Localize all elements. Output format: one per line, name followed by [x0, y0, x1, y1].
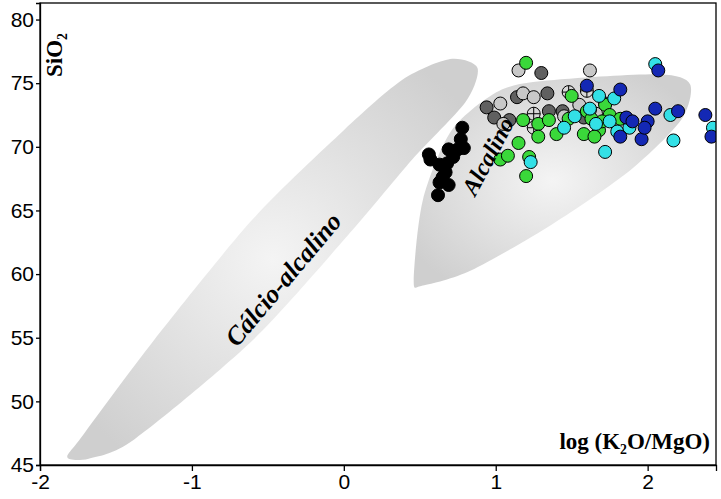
- y-axis: 45 50 55 60 65 70 75 80: [11, 4, 41, 477]
- tick-label: 55: [11, 326, 34, 349]
- tick-label: 70: [11, 135, 34, 158]
- tick-label: 80: [11, 8, 34, 31]
- point: [589, 117, 602, 130]
- tick: 65: [11, 199, 40, 222]
- plot: Cálcio-alcalinoAlcalino-2-10124550556065…: [11, 3, 720, 493]
- point: [593, 89, 606, 102]
- tick-label: 1: [490, 470, 502, 493]
- point: [442, 179, 455, 192]
- point: [520, 170, 533, 183]
- point: [520, 56, 533, 69]
- tick-label: 50: [11, 390, 34, 413]
- tick-label: 60: [11, 262, 34, 285]
- field-region: [414, 74, 691, 288]
- point: [588, 130, 601, 143]
- point: [456, 121, 469, 134]
- tick: -1: [183, 465, 202, 493]
- chart: Cálcio-alcalinoAlcalino-2-10124550556065…: [0, 0, 721, 499]
- tick: 50: [11, 390, 40, 413]
- point: [532, 130, 545, 143]
- tick: 1: [490, 465, 502, 493]
- y-axis-title: SiO₂: [42, 33, 67, 77]
- point: [565, 89, 578, 102]
- point: [626, 115, 639, 128]
- tick-label: 2: [642, 470, 654, 493]
- point: [447, 151, 460, 164]
- point: [614, 83, 627, 96]
- x-axis: -2-1012: [31, 465, 716, 493]
- point: [541, 87, 554, 100]
- axis-line: [41, 466, 717, 472]
- tick: 55: [11, 326, 40, 349]
- tick-label: 45: [11, 453, 34, 476]
- tick: 70: [11, 135, 40, 158]
- tick: 0: [338, 465, 350, 493]
- point: [542, 114, 555, 127]
- plot-area: [67, 56, 716, 460]
- point: [535, 67, 548, 80]
- field-label: Cálcio-alcalino: [219, 207, 347, 352]
- point: [652, 64, 665, 77]
- x-axis-title: log (K₂O/MgO): [559, 429, 710, 454]
- field-label: Alcalino: [456, 113, 519, 201]
- point: [568, 110, 581, 123]
- tick-label: 65: [11, 199, 34, 222]
- point: [494, 97, 507, 110]
- tick: 45: [11, 453, 40, 476]
- point: [512, 137, 525, 150]
- tick-label: -1: [183, 470, 202, 493]
- tick-label: 75: [11, 71, 34, 94]
- series: [580, 64, 716, 146]
- series: [524, 58, 716, 169]
- point: [705, 130, 716, 143]
- tick: 75: [11, 71, 40, 94]
- point: [635, 133, 648, 146]
- point: [583, 102, 596, 115]
- point: [517, 114, 530, 127]
- point: [524, 156, 537, 169]
- point: [667, 134, 680, 147]
- point: [580, 79, 593, 92]
- tick: 60: [11, 262, 40, 285]
- point: [699, 109, 712, 122]
- point: [457, 142, 470, 155]
- series: [527, 84, 611, 134]
- tick: 80: [11, 8, 40, 31]
- point: [638, 121, 651, 134]
- point: [672, 105, 685, 118]
- plot-frame: [40, 3, 716, 465]
- point: [558, 121, 571, 134]
- series: [494, 56, 627, 182]
- point: [583, 64, 596, 77]
- tick: 2: [642, 465, 654, 493]
- point: [432, 189, 445, 202]
- point: [599, 145, 612, 158]
- point: [614, 130, 627, 143]
- point: [527, 91, 540, 104]
- tick-label: 0: [338, 470, 350, 493]
- point: [649, 102, 662, 115]
